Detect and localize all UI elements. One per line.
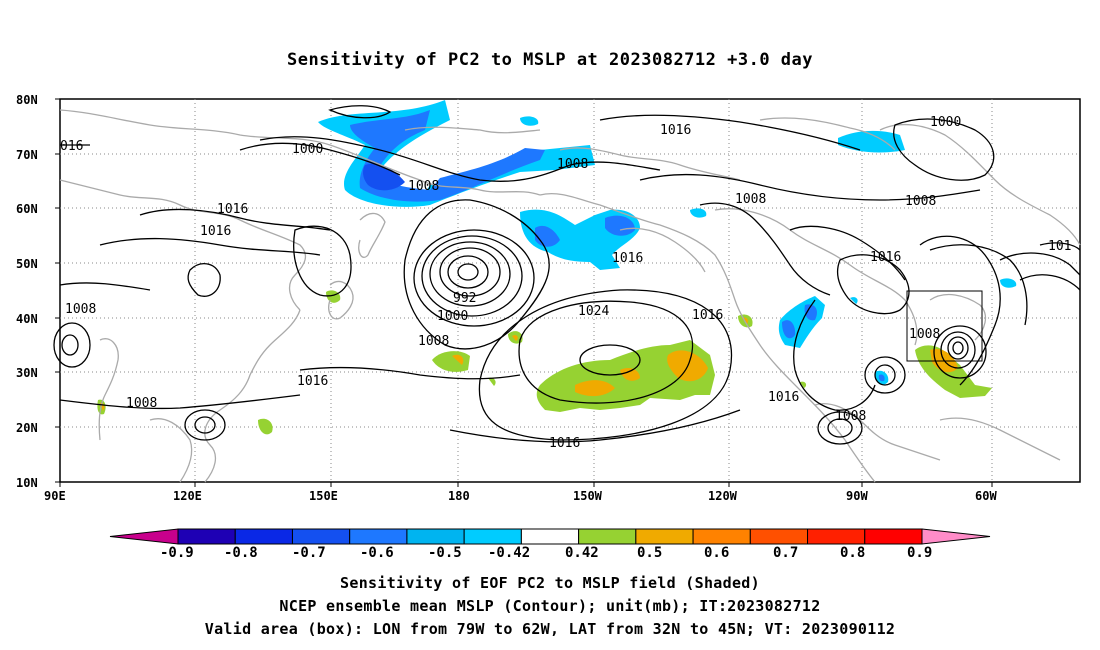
shade-pos-pacific-orange3 — [620, 367, 640, 381]
contour-label: 1000 — [437, 309, 468, 324]
contour-label: 1016 — [768, 390, 799, 405]
caption-line-3: Valid area (box): LON from 79W to 62W, L… — [204, 620, 896, 638]
axis-ticks — [55, 98, 993, 487]
contour-label: 1008 — [557, 157, 588, 172]
shade-neg-gulf-core — [878, 374, 885, 382]
lat-label: 40N — [16, 312, 38, 326]
contour-label: 016 — [60, 139, 83, 154]
contour-label: 1008 — [905, 194, 936, 209]
shade-neg-atlantic — [1000, 278, 1017, 288]
lat-label: 50N — [16, 257, 38, 271]
caption-line-1: Sensitivity of EOF PC2 to MSLP field (Sh… — [340, 574, 760, 592]
valid-area-box — [906, 290, 983, 362]
shade-pos-small3 — [800, 381, 807, 388]
contour-label: 1016 — [692, 308, 723, 323]
shade-pos-pacific-orange1 — [575, 380, 615, 397]
lon-label: 180 — [448, 489, 470, 503]
lon-label: 90W — [846, 489, 868, 503]
contour-label: 1000 — [292, 142, 323, 157]
lon-label: 60W — [975, 489, 997, 503]
contour-label: 1016 — [297, 374, 328, 389]
shade-pos-small2 — [488, 377, 496, 386]
coastlines — [59, 109, 1081, 483]
contour-label: 1016 — [200, 224, 231, 239]
contour-label: 101 — [1048, 239, 1071, 254]
shade-neg-us-core — [782, 320, 796, 339]
contour-label: 1000 — [930, 115, 961, 130]
lon-label: 120E — [173, 489, 202, 503]
lat-label: 10N — [16, 476, 38, 490]
lon-label: 90E — [44, 489, 66, 503]
contour-label: 1008 — [909, 327, 940, 342]
contour-label: 1016 — [660, 123, 691, 138]
shade-neg-aleutian-core2 — [605, 215, 635, 236]
mslp-contours — [53, 105, 1081, 445]
caption-line-2: NCEP ensemble mean MSLP (Contour); unit(… — [279, 597, 821, 615]
lat-label: 80N — [16, 93, 38, 107]
contour-label: 1024 — [578, 304, 609, 319]
contour-label: 1016 — [549, 436, 580, 451]
shade-neg-small1 — [850, 297, 858, 304]
contour-label: 1016 — [870, 250, 901, 265]
lon-label: 150E — [309, 489, 338, 503]
lon-label: 120W — [708, 489, 738, 503]
lat-label: 30N — [16, 366, 38, 380]
contour-label: 1008 — [835, 409, 866, 424]
lat-label: 60N — [16, 202, 38, 216]
latitude-labels: 80N 70N 60N 50N 40N 30N 20N 10N — [16, 93, 38, 490]
contour-label: 1008 — [408, 179, 439, 194]
shade-pos-nepac-or — [452, 354, 464, 365]
longitude-labels: 90E 120E 150E 180 150W 120W 90W 60W — [44, 489, 997, 503]
contour-label: 1008 — [65, 302, 96, 317]
shade-pos-wpac — [258, 418, 273, 435]
contour-labels: 016 1000 1008 1016 1016 992 1000 1008 10… — [60, 115, 1071, 451]
map-title: Sensitivity of PC2 to MSLP at 2023082712… — [286, 50, 813, 70]
contour-label: 992 — [453, 291, 476, 306]
shade-neg-arctic-core — [350, 110, 545, 202]
shade-neg-arctic-deep — [363, 163, 405, 191]
shade-neg-greenland — [838, 130, 905, 153]
shade-pos-mid-or — [512, 335, 518, 341]
contour-label: 1008 — [735, 192, 766, 207]
shade-neg-us-core2 — [804, 304, 817, 321]
contour-label: 1016 — [217, 202, 248, 217]
contour-label: 1008 — [418, 334, 449, 349]
lat-label: 70N — [16, 148, 38, 162]
shade-neg-arctic-right — [520, 116, 539, 126]
lat-label: 20N — [16, 421, 38, 435]
contour-label: 1008 — [126, 396, 157, 411]
shade-neg-canada-n — [690, 208, 707, 218]
contour-label: 1016 — [612, 251, 643, 266]
lon-label: 150W — [573, 489, 603, 503]
